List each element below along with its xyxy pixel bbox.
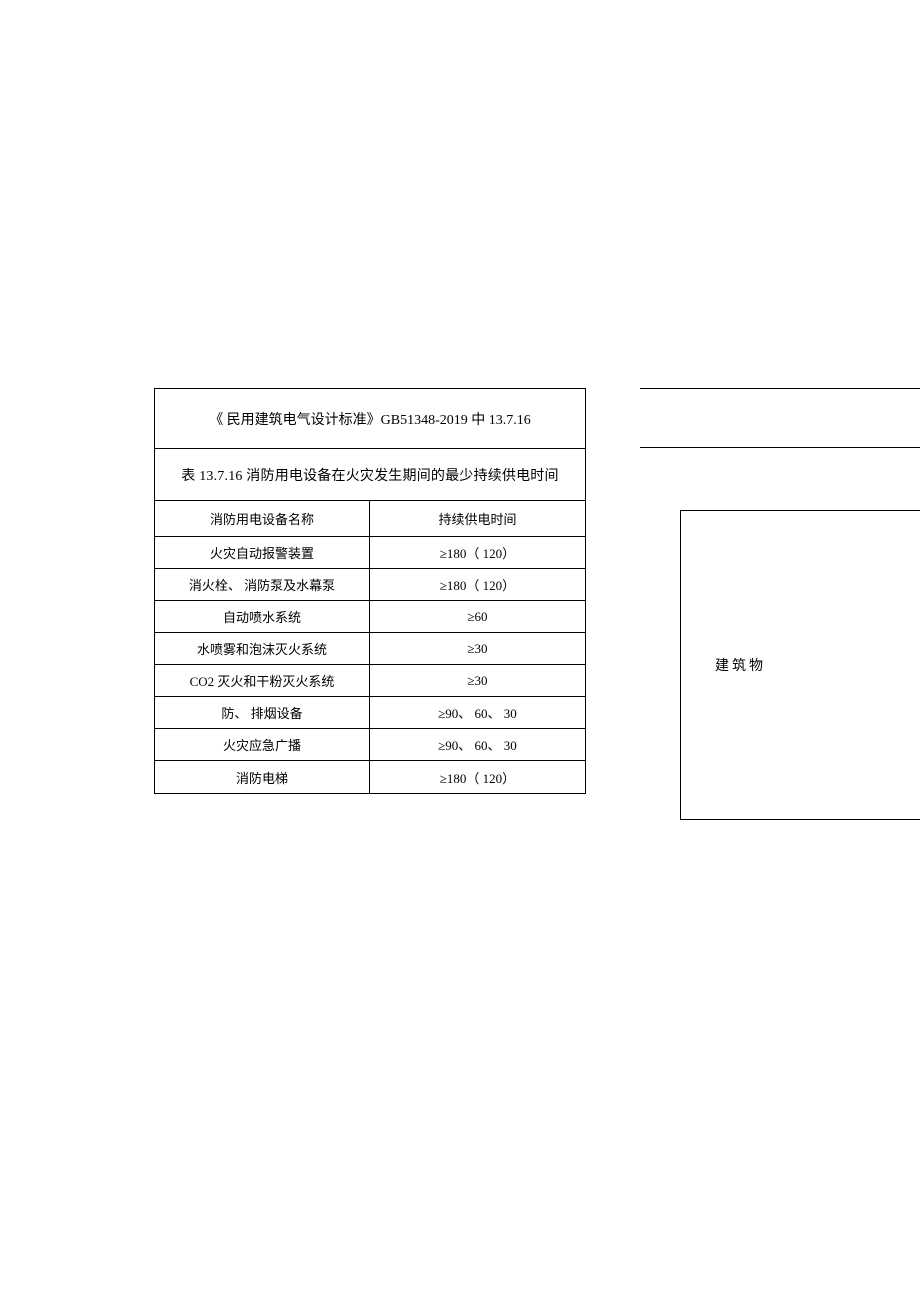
equipment-name: 防、 排烟设备 (155, 697, 370, 728)
power-time: ≥90、 60、 30 (370, 697, 585, 728)
main-table: 《 民用建筑电气设计标准》GB51348-2019 中 13.7.16 表 13… (154, 388, 586, 794)
side-box-top (640, 388, 920, 448)
table-row: 火灾应急广播 ≥90、 60、 30 (155, 729, 585, 761)
side-box-building: 建筑物 (680, 510, 920, 820)
equipment-name: 消火栓、 消防泵及水幕泵 (155, 569, 370, 600)
table-row: 消防电梯 ≥180（ 120） (155, 761, 585, 793)
equipment-name: 自动喷水系统 (155, 601, 370, 632)
equipment-name: CO2 灭火和干粉灭火系统 (155, 665, 370, 696)
column-header-time: 持续供电时间 (370, 501, 585, 536)
power-time: ≥180（ 120） (370, 537, 585, 568)
table-subtitle: 表 13.7.16 消防用电设备在火灾发生期间的最少持续供电时间 (181, 465, 558, 485)
equipment-name: 火灾自动报警装置 (155, 537, 370, 568)
table-row: 防、 排烟设备 ≥90、 60、 30 (155, 697, 585, 729)
table-header-row: 消防用电设备名称 持续供电时间 (155, 501, 585, 537)
table-row: 自动喷水系统 ≥60 (155, 601, 585, 633)
power-time: ≥180（ 120） (370, 761, 585, 793)
table-row: 火灾自动报警装置 ≥180（ 120） (155, 537, 585, 569)
power-time: ≥180（ 120） (370, 569, 585, 600)
table-row: 消火栓、 消防泵及水幕泵 ≥180（ 120） (155, 569, 585, 601)
building-label: 建筑物 (715, 655, 766, 675)
equipment-name: 消防电梯 (155, 761, 370, 793)
table-subtitle-row: 表 13.7.16 消防用电设备在火灾发生期间的最少持续供电时间 (155, 449, 585, 501)
table-title-row: 《 民用建筑电气设计标准》GB51348-2019 中 13.7.16 (155, 389, 585, 449)
power-time: ≥30 (370, 665, 585, 696)
table-row: CO2 灭火和干粉灭火系统 ≥30 (155, 665, 585, 697)
equipment-name: 火灾应急广播 (155, 729, 370, 760)
table-title: 《 民用建筑电气设计标准》GB51348-2019 中 13.7.16 (209, 409, 531, 429)
equipment-name: 水喷雾和泡沫灭火系统 (155, 633, 370, 664)
power-time: ≥60 (370, 601, 585, 632)
table-row: 水喷雾和泡沫灭火系统 ≥30 (155, 633, 585, 665)
power-time: ≥30 (370, 633, 585, 664)
column-header-name: 消防用电设备名称 (155, 501, 370, 536)
power-time: ≥90、 60、 30 (370, 729, 585, 760)
